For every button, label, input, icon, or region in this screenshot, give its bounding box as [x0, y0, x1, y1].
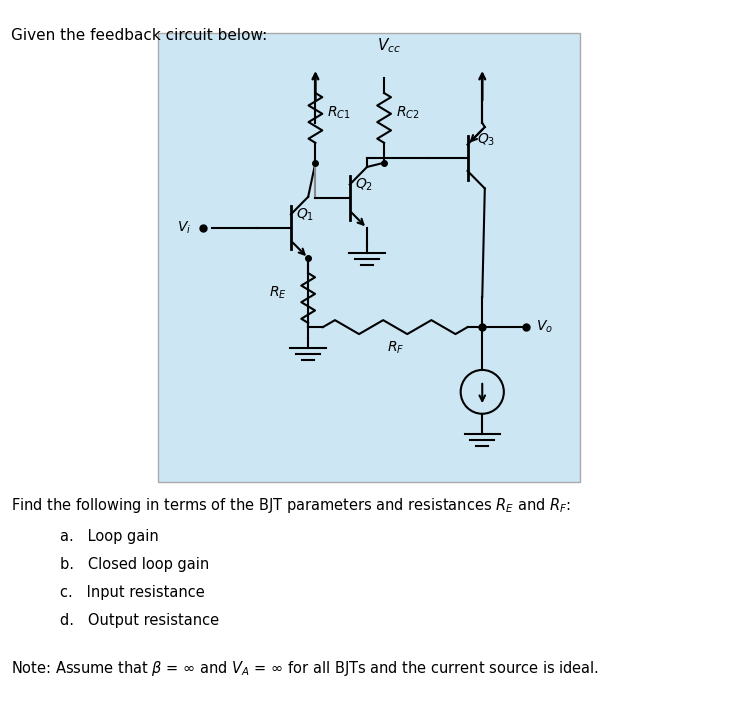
Text: $Q_2$: $Q_2$ [354, 177, 372, 193]
Text: d.   Output resistance: d. Output resistance [60, 613, 219, 628]
Text: c.   Input resistance: c. Input resistance [60, 585, 205, 600]
Text: $R_{C1}$: $R_{C1}$ [327, 105, 351, 121]
Text: a.   Loop gain: a. Loop gain [60, 529, 159, 544]
Text: Note: Assume that $\beta$ = $\infty$ and $V_A$ = $\infty$ for all BJTs and the c: Note: Assume that $\beta$ = $\infty$ and… [11, 659, 599, 678]
Text: $R_E$: $R_E$ [268, 285, 287, 301]
Text: $Q_1$: $Q_1$ [296, 206, 314, 223]
Text: $V_{cc}$: $V_{cc}$ [377, 36, 401, 55]
Bar [158, 33, 581, 481]
Text: $R_F$: $R_F$ [387, 340, 404, 357]
Text: $Q_3$: $Q_3$ [477, 132, 495, 148]
Text: Given the feedback circuit below:: Given the feedback circuit below: [11, 28, 268, 43]
Text: b.   Closed loop gain: b. Closed loop gain [60, 557, 210, 572]
Text: $R_{C2}$: $R_{C2}$ [396, 105, 419, 121]
Text: $V_i$: $V_i$ [176, 219, 191, 236]
Text: $V_o$: $V_o$ [536, 319, 553, 335]
Text: Find the following in terms of the BJT parameters and resistances $R_E$ and $R_F: Find the following in terms of the BJT p… [11, 496, 572, 515]
